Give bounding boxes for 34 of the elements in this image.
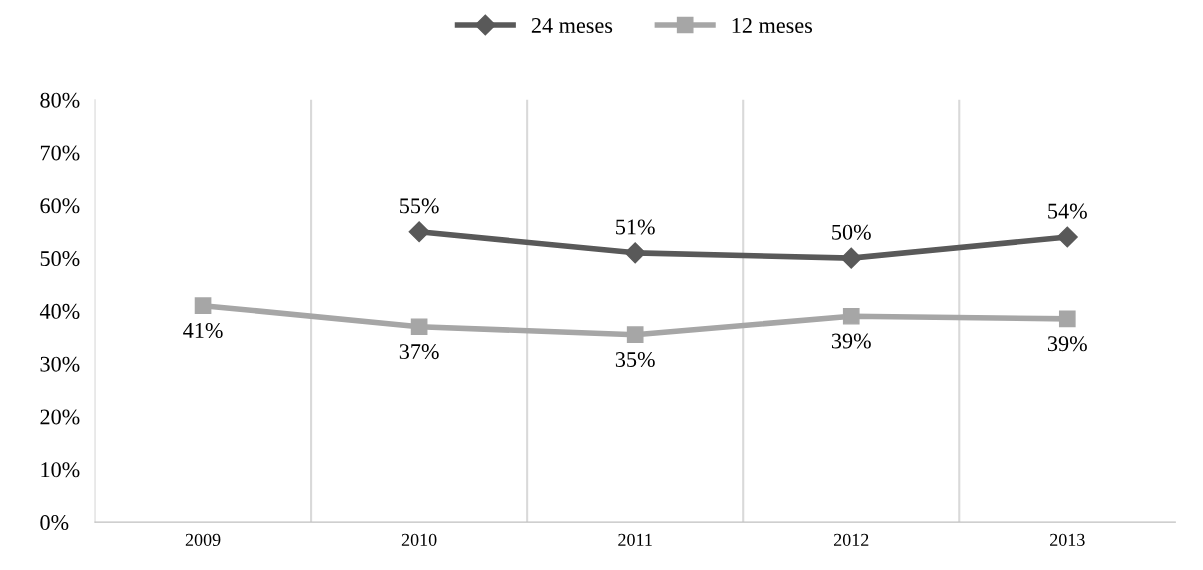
point bbox=[1058, 310, 1076, 328]
y-tick-label: 50% bbox=[40, 251, 80, 267]
point bbox=[626, 326, 644, 344]
y-tick-label: 70% bbox=[40, 145, 80, 161]
point bbox=[840, 247, 862, 269]
x-tick-label: 2009 bbox=[185, 533, 221, 546]
y-tick-label: 60% bbox=[40, 198, 80, 214]
point bbox=[194, 297, 212, 314]
data-label: 55% bbox=[400, 198, 439, 214]
legend-label: 12 meses bbox=[732, 18, 813, 33]
x-tick-label: 2011 bbox=[618, 533, 652, 546]
data-label: 39% bbox=[1048, 336, 1087, 352]
point bbox=[624, 242, 646, 264]
point bbox=[408, 221, 430, 243]
data-label: 35% bbox=[615, 352, 655, 368]
legend-label: 24 meses bbox=[531, 18, 613, 33]
y-tick-label: 80% bbox=[40, 92, 80, 108]
point bbox=[842, 307, 860, 325]
point bbox=[410, 318, 428, 336]
y-tick-label: 0% bbox=[40, 515, 69, 531]
x-tick-label: 2012 bbox=[833, 533, 869, 546]
data-label: 41% bbox=[183, 322, 223, 339]
y-tick-label: 40% bbox=[39, 303, 80, 319]
y-tick-label: 30% bbox=[40, 356, 80, 372]
data-label: 37% bbox=[399, 344, 439, 360]
y-tick-label: 20% bbox=[40, 409, 80, 425]
data-label: 51% bbox=[616, 219, 655, 235]
point bbox=[1056, 226, 1078, 248]
x-tick-label: 2010 bbox=[401, 533, 437, 546]
x-tick-label: 2013 bbox=[1050, 533, 1085, 546]
data-label: 50% bbox=[832, 224, 871, 240]
data-label: 54% bbox=[1048, 203, 1087, 219]
y-tick-label: 10% bbox=[41, 462, 80, 478]
data-label: 39% bbox=[831, 333, 871, 349]
